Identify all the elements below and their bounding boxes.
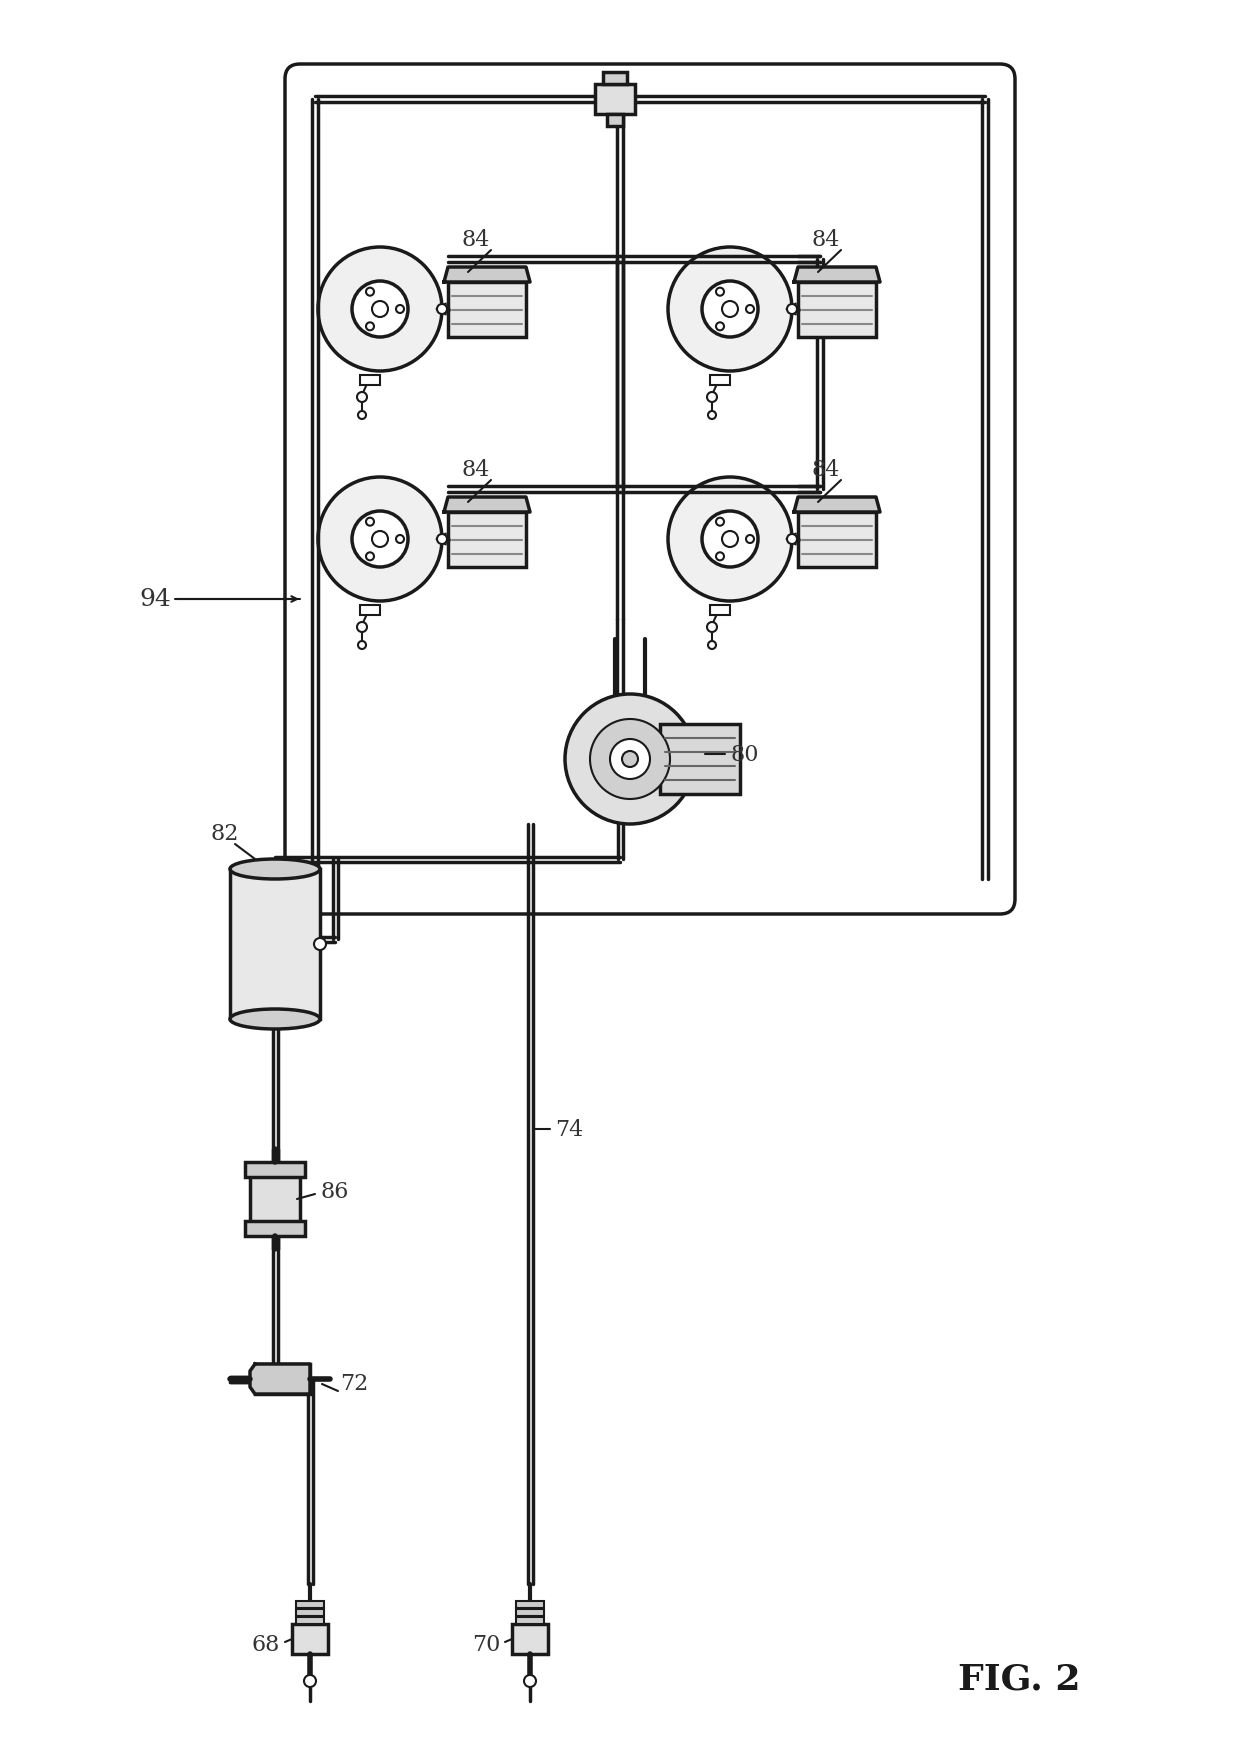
- Circle shape: [304, 1676, 316, 1686]
- Bar: [595, 85, 635, 115]
- Text: 84: 84: [461, 229, 490, 250]
- Circle shape: [525, 1676, 536, 1686]
- Circle shape: [610, 739, 650, 780]
- Circle shape: [702, 512, 758, 568]
- Bar: [448, 513, 526, 568]
- Circle shape: [668, 249, 792, 372]
- Bar: [291, 1625, 329, 1655]
- Bar: [255, 1364, 310, 1394]
- Polygon shape: [786, 534, 796, 545]
- Circle shape: [396, 305, 404, 314]
- Circle shape: [358, 642, 366, 649]
- Bar: [516, 1618, 544, 1625]
- Circle shape: [722, 302, 738, 318]
- Bar: [296, 1618, 324, 1625]
- Bar: [246, 1162, 305, 1177]
- Circle shape: [366, 552, 374, 561]
- Polygon shape: [794, 497, 880, 513]
- Bar: [296, 1602, 324, 1609]
- Text: 72: 72: [340, 1372, 368, 1394]
- Bar: [360, 376, 379, 386]
- Circle shape: [314, 938, 326, 951]
- Circle shape: [668, 478, 792, 602]
- Text: 86: 86: [320, 1180, 348, 1203]
- Circle shape: [590, 720, 670, 799]
- Bar: [296, 1609, 324, 1616]
- Circle shape: [396, 536, 404, 543]
- Circle shape: [357, 623, 367, 633]
- Circle shape: [746, 305, 754, 314]
- Circle shape: [352, 512, 408, 568]
- Circle shape: [715, 519, 724, 526]
- Bar: [516, 1602, 544, 1609]
- Text: 68: 68: [252, 1633, 280, 1655]
- Bar: [250, 1170, 300, 1230]
- Circle shape: [317, 478, 441, 602]
- Circle shape: [715, 289, 724, 296]
- Polygon shape: [436, 534, 446, 545]
- Circle shape: [722, 531, 738, 547]
- Bar: [512, 1625, 548, 1655]
- Bar: [608, 115, 622, 127]
- Text: FIG. 2: FIG. 2: [957, 1662, 1080, 1695]
- Circle shape: [357, 393, 367, 402]
- Ellipse shape: [229, 1009, 320, 1030]
- Text: 70: 70: [471, 1633, 500, 1655]
- Bar: [660, 725, 740, 794]
- Polygon shape: [794, 268, 880, 282]
- Bar: [603, 72, 627, 85]
- Circle shape: [708, 411, 715, 420]
- Circle shape: [317, 249, 441, 372]
- Polygon shape: [250, 1364, 310, 1394]
- Circle shape: [746, 536, 754, 543]
- Bar: [229, 870, 320, 1020]
- Polygon shape: [444, 268, 529, 282]
- Circle shape: [787, 534, 797, 545]
- Circle shape: [715, 323, 724, 332]
- Polygon shape: [436, 303, 446, 316]
- Circle shape: [707, 623, 717, 633]
- Circle shape: [372, 531, 388, 547]
- Bar: [516, 1609, 544, 1616]
- Text: 80: 80: [730, 744, 759, 766]
- Bar: [448, 282, 526, 339]
- Bar: [799, 513, 875, 568]
- Bar: [711, 605, 730, 616]
- Text: 94: 94: [139, 587, 171, 610]
- Circle shape: [358, 411, 366, 420]
- Circle shape: [708, 642, 715, 649]
- Polygon shape: [444, 497, 529, 513]
- FancyBboxPatch shape: [285, 65, 1016, 914]
- Circle shape: [787, 305, 797, 314]
- Bar: [246, 1221, 305, 1237]
- Circle shape: [372, 302, 388, 318]
- Text: 84: 84: [812, 229, 841, 250]
- Circle shape: [366, 323, 374, 332]
- Text: 84: 84: [461, 459, 490, 482]
- Bar: [360, 605, 379, 616]
- Bar: [799, 282, 875, 339]
- Circle shape: [622, 751, 639, 767]
- Circle shape: [565, 695, 694, 824]
- Ellipse shape: [229, 859, 320, 880]
- Text: 74: 74: [556, 1118, 583, 1140]
- Circle shape: [366, 519, 374, 526]
- Polygon shape: [786, 303, 796, 316]
- Circle shape: [707, 393, 717, 402]
- Circle shape: [715, 552, 724, 561]
- Text: 82: 82: [211, 822, 239, 845]
- Text: 84: 84: [812, 459, 841, 482]
- Bar: [711, 376, 730, 386]
- Circle shape: [366, 289, 374, 296]
- Circle shape: [436, 534, 446, 545]
- Circle shape: [436, 305, 446, 314]
- Circle shape: [352, 282, 408, 339]
- Circle shape: [702, 282, 758, 339]
